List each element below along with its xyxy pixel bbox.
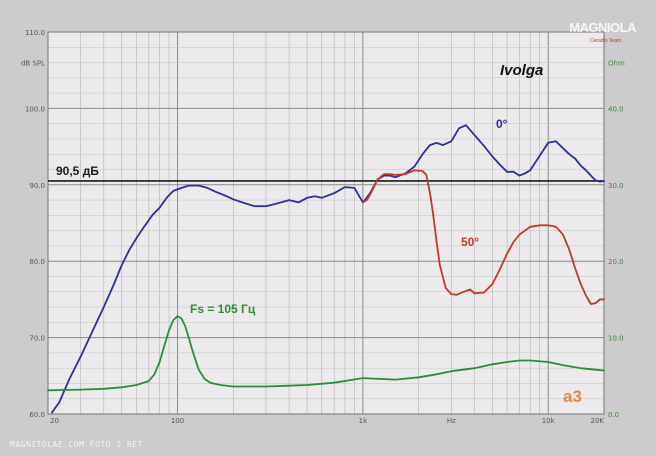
chart-title: Ivolga — [500, 62, 543, 79]
grid — [47, 31, 605, 415]
series-lines — [47, 124, 605, 414]
x-tick-label: 100 — [171, 417, 184, 425]
x-unit-label: Hz — [447, 417, 456, 425]
y-tick-label: 90.0 — [29, 182, 45, 190]
plot-border — [47, 31, 605, 415]
y-unit-label: dB SPL — [21, 60, 45, 68]
y-tick-label: 110.0 — [25, 29, 45, 37]
y2-tick-label: 10.0 — [608, 335, 624, 343]
y2-tick-label: 30.0 — [608, 182, 624, 190]
impedance-line — [47, 315, 605, 392]
x-tick-label: 1k — [359, 417, 368, 425]
y-tick-label: 100.0 — [25, 105, 45, 113]
series-line-0deg — [51, 124, 605, 414]
y2-tick-label: 20.0 — [608, 258, 624, 266]
y2-unit-label: Ohm — [608, 60, 625, 68]
watermark-logo: MAGNIOLA — [569, 20, 636, 35]
watermark-subtitle: Ceradio Team — [590, 38, 622, 44]
x-tick-label: 20K — [591, 417, 605, 425]
reference-line-label: 90,5 дБ — [56, 164, 99, 178]
y-tick-label: 80.0 — [29, 258, 45, 266]
x-tick-label: 20 — [50, 417, 59, 425]
x-tick-label: 10k — [542, 417, 556, 425]
y-tick-label: 60.0 — [29, 411, 45, 419]
brand-mark: a3 — [563, 387, 582, 406]
series-label-50deg: 50° — [461, 235, 479, 249]
series-label-0deg: 0° — [496, 117, 508, 131]
series-line-50deg — [361, 169, 605, 305]
y2-tick-label: 0.0 — [608, 411, 619, 419]
axes: 110.0 100.0 90.0 80.0 70.0 60.0 dB SPL 40.0 30.0… — [21, 29, 625, 425]
y2-tick-label: 40.0 — [608, 105, 624, 113]
fs-label: Fs = 105 Гц — [190, 302, 256, 316]
annotations: 90,5 дБ Ivolga 0° 50° Fs = 105 Гц a3 — [56, 62, 582, 406]
y-tick-label: 70.0 — [29, 335, 45, 343]
footer-caption: MAGNITOLAE.COM FOTO 2 NET — [10, 440, 143, 449]
plot-area — [48, 32, 604, 414]
